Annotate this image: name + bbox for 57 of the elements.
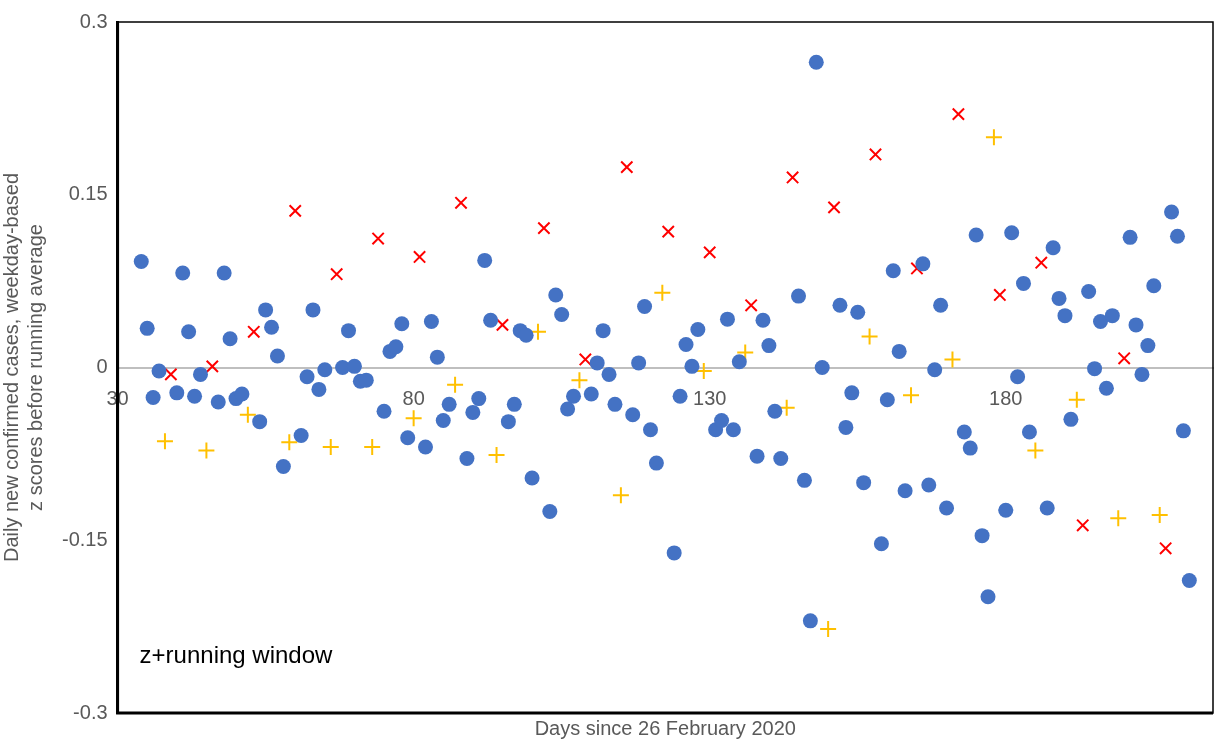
x-tick-label: 130 — [693, 387, 727, 410]
point — [321, 437, 340, 456]
y-tick-label: -0.15 — [61, 527, 108, 550]
point — [1034, 256, 1048, 270]
point — [495, 318, 510, 332]
point — [1117, 351, 1131, 365]
point — [827, 200, 841, 215]
point — [578, 352, 593, 367]
point — [1026, 441, 1045, 460]
point — [371, 231, 385, 246]
point — [620, 160, 634, 174]
point — [1150, 505, 1169, 524]
point — [288, 204, 302, 218]
point — [197, 441, 216, 460]
point — [446, 375, 465, 394]
annotation: z+running window — [139, 641, 334, 668]
point — [653, 283, 672, 302]
point — [1158, 541, 1173, 555]
point — [247, 325, 261, 339]
point — [280, 433, 299, 452]
point — [155, 432, 174, 451]
point — [1109, 509, 1128, 528]
point — [611, 486, 630, 505]
point — [819, 619, 838, 638]
point — [703, 245, 717, 259]
point — [330, 267, 344, 281]
point — [785, 170, 800, 185]
point — [993, 288, 1007, 302]
point — [744, 298, 758, 312]
point — [363, 437, 382, 456]
point — [984, 128, 1003, 147]
point — [860, 327, 879, 346]
y-tick-label: 0 — [96, 355, 108, 378]
x-axis-title: Days since 26 February 2020 — [534, 716, 796, 739]
point — [238, 405, 257, 424]
point — [910, 261, 924, 276]
point — [1076, 518, 1090, 532]
x-tick-label: 80 — [402, 387, 425, 410]
point — [404, 409, 423, 428]
point — [164, 367, 178, 382]
point — [661, 224, 675, 239]
y-axis-title: Daily new confirmed cases, weekday-based z scores before running average — [0, 172, 46, 563]
x-tick-label: 180 — [989, 387, 1023, 410]
point — [1067, 390, 1086, 409]
point — [487, 446, 506, 465]
point — [902, 386, 921, 405]
point — [412, 250, 427, 264]
y-tick-label: 0.15 — [68, 182, 108, 205]
point — [943, 350, 962, 369]
point — [951, 107, 966, 121]
y-tick-label: 0.3 — [79, 9, 108, 32]
y-tick-label: -0.3 — [73, 700, 108, 723]
point — [454, 196, 468, 210]
point — [868, 147, 883, 162]
point — [570, 371, 589, 390]
point — [205, 359, 219, 374]
point — [537, 221, 551, 235]
